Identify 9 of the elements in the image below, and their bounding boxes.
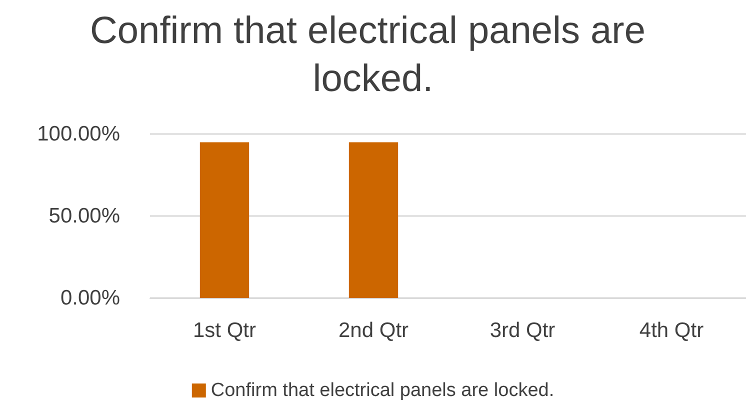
x-tick-label: 3rd Qtr (490, 319, 556, 342)
x-tick-label: 4th Qtr (639, 319, 704, 342)
y-tick-label: 50.00% (48, 204, 120, 228)
x-tick-label: 2nd Qtr (338, 319, 409, 342)
y-tick-label: 100.00% (37, 122, 120, 146)
x-tick-label: 1st Qtr (192, 319, 256, 342)
y-tick-label: 0.00% (60, 286, 120, 310)
chart-title: Confirm that electrical panels are locked. (90, 10, 656, 100)
legend-label: Confirm that electrical panels are locked. (210, 380, 554, 401)
